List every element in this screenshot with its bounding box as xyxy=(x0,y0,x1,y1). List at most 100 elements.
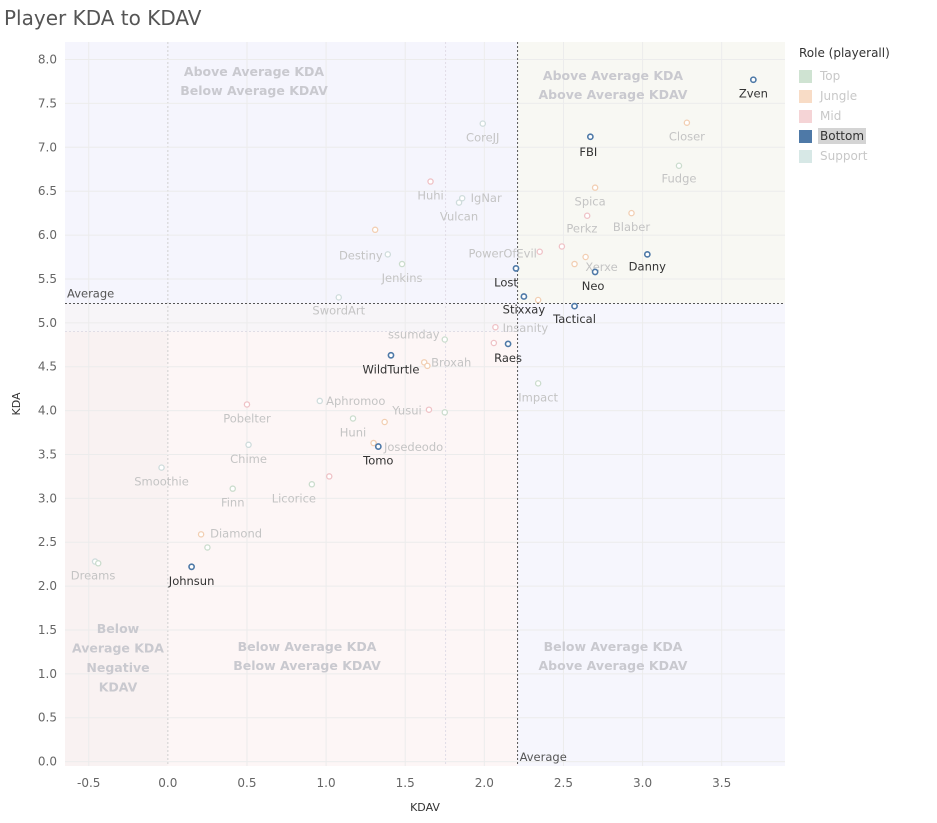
scatter-chart: Average Average Above Average KDA Below Av… xyxy=(10,42,785,814)
point-label: Neo xyxy=(582,279,605,293)
x-tick-label: 2.5 xyxy=(554,776,573,790)
point xyxy=(441,409,449,416)
point xyxy=(424,362,431,370)
legend-swatch xyxy=(799,109,812,123)
quadrant-bottom-left xyxy=(167,303,518,766)
point xyxy=(371,226,379,234)
point-label: Fudge xyxy=(662,172,697,186)
quadrant-top-right xyxy=(517,42,785,304)
highlighted-point xyxy=(749,76,757,84)
point xyxy=(492,323,499,331)
point-label: Zven xyxy=(739,87,768,101)
point xyxy=(370,439,377,447)
point-label: Stixxay xyxy=(503,302,546,316)
quadrant-label-top-left: Above Average KDA xyxy=(184,64,324,79)
point-label: Spica xyxy=(575,195,606,209)
point-label: Raes xyxy=(494,351,522,365)
point-label: Smoothie xyxy=(134,475,189,489)
highlighted-points: Zven FBI Danny Lost Neo Stixxay Tactical Raes Wi… xyxy=(168,76,768,588)
point xyxy=(158,464,165,471)
average-band xyxy=(65,303,518,332)
quadrant-label-top-right: Above Average KDAV xyxy=(539,87,688,102)
x-tick-label: -0.5 xyxy=(77,776,100,790)
y-tick-label: 3.0 xyxy=(38,491,57,505)
highlighted-point xyxy=(512,265,520,272)
point-label: Xerxe xyxy=(585,260,617,274)
point xyxy=(534,380,542,387)
point-label: Dreams xyxy=(71,569,116,583)
quadrant-labels: Above Average KDA Below Average KDAV Above… xyxy=(72,64,688,695)
legend-item-label: Jungle xyxy=(820,89,858,103)
point xyxy=(571,260,578,268)
legend-item-label: Top xyxy=(820,69,841,83)
point-label: Pobelter xyxy=(223,411,271,425)
point xyxy=(628,209,635,217)
point xyxy=(245,441,252,449)
x-tick-label: 0.0 xyxy=(158,776,177,790)
legend-item-mid[interactable]: Mid xyxy=(799,106,890,126)
y-tick-label: 2.0 xyxy=(38,579,57,593)
point xyxy=(204,544,211,551)
y-tick-label: 0.0 xyxy=(38,755,57,769)
point-label: Diamond xyxy=(210,526,262,540)
y-tick-label: 5.0 xyxy=(38,316,57,330)
quadrant-label-bottom-left: Below Average KDAV xyxy=(233,658,381,673)
point xyxy=(490,339,498,347)
legend-items: Top Jungle Mid Bottom Support xyxy=(799,66,890,166)
legend-title: Role (playerall) xyxy=(799,46,890,60)
point xyxy=(94,560,102,567)
point xyxy=(427,178,434,185)
point xyxy=(583,212,591,220)
y-tick-label: 8.0 xyxy=(38,53,57,67)
point-label: Josedeodo xyxy=(383,440,443,454)
legend-item-bottom[interactable]: Bottom xyxy=(799,126,890,146)
point xyxy=(229,485,236,492)
point xyxy=(458,194,466,202)
point xyxy=(243,401,251,408)
y-tick-label: 2.5 xyxy=(38,535,57,549)
quadrant-label-top-right: Above Average KDA xyxy=(543,68,683,83)
y-tick-label: 0.5 xyxy=(38,711,57,725)
point xyxy=(349,415,357,422)
point xyxy=(384,251,392,258)
quadrant-label-bottom-left: Below Average KDA xyxy=(238,639,377,654)
highlighted-point xyxy=(387,351,395,359)
point-label: Perkz xyxy=(566,221,597,235)
kdav-average-label: Average xyxy=(520,750,567,764)
point xyxy=(534,296,542,304)
quadrant-label-negative: Below xyxy=(97,621,140,636)
point xyxy=(398,260,406,268)
y-tick-label: 7.0 xyxy=(38,140,57,154)
point xyxy=(441,336,449,343)
legend-item-label: Support xyxy=(820,149,868,163)
point xyxy=(326,473,333,480)
y-tick-label: 5.5 xyxy=(38,272,57,286)
point xyxy=(479,120,487,127)
point-label: SwordArt xyxy=(312,303,365,317)
role-legend: Role (playerall) Top Jungle Mid Bottom Suppo… xyxy=(799,46,890,166)
point-label: Impact xyxy=(518,390,558,404)
point xyxy=(536,248,543,255)
x-tick-label: 2.0 xyxy=(475,776,494,790)
legend-item-support[interactable]: Support xyxy=(799,146,890,166)
quadrant-label-negative: Negative xyxy=(86,660,149,675)
point xyxy=(381,418,388,426)
point-label: Yusui xyxy=(391,404,421,418)
legend-swatch xyxy=(799,69,812,83)
highlighted-point xyxy=(586,133,594,141)
highlighted-point xyxy=(374,443,382,450)
chart-title: Player KDA to KDAV xyxy=(4,6,202,30)
point xyxy=(683,119,691,126)
y-tick-label: 6.5 xyxy=(38,184,57,198)
quadrant-top-left xyxy=(65,42,518,304)
point-label: Broxah xyxy=(431,355,471,369)
legend-swatch xyxy=(799,129,812,143)
point-label: Blaber xyxy=(613,220,651,234)
legend-item-top[interactable]: Top xyxy=(799,66,890,86)
legend-item-jungle[interactable]: Jungle xyxy=(799,86,890,106)
y-tick-label: 7.5 xyxy=(38,96,57,110)
quadrant-label-bottom-right: Below Average KDA xyxy=(544,639,683,654)
x-tick-label: 0.5 xyxy=(237,776,256,790)
point-label: Chime xyxy=(230,452,267,466)
point xyxy=(197,531,205,538)
